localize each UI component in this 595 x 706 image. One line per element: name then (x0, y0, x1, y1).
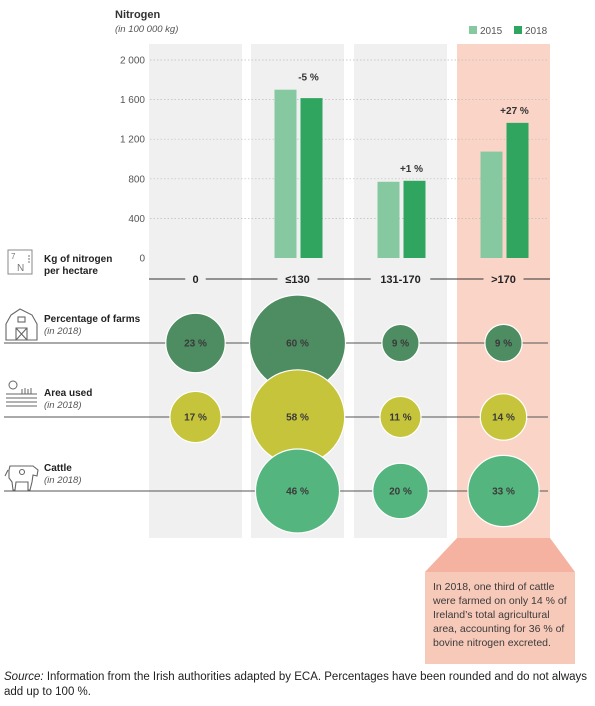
change-label-2: +1 % (400, 164, 423, 175)
category-label-bg-0 (185, 270, 206, 286)
row-sublabel-0: (in 2018) (44, 326, 82, 337)
bubble-label-2-2: 20 % (389, 487, 412, 498)
y-tick-label: 1 200 (120, 135, 145, 146)
legend-swatch-2015 (469, 26, 477, 34)
row-label-2: Cattle (44, 463, 72, 474)
bubble-label-1-0: 17 % (184, 413, 207, 424)
chart-subtitle: (in 100 000 kg) (115, 24, 178, 35)
bubble-label-0-0: 23 % (184, 339, 207, 350)
category-label-1: ≤130 (285, 274, 309, 286)
bar-2015-1 (274, 89, 297, 258)
legend-swatch-2018 (514, 26, 522, 34)
row-label-1: Area used (44, 388, 92, 399)
bubble-label-2-3: 33 % (492, 487, 515, 498)
bar-2018-1 (300, 98, 323, 259)
callout-box: In 2018, one third of cattle were farmed… (425, 572, 575, 664)
bubble-1-2 (379, 395, 422, 439)
source-note: Source: Information from the Irish autho… (4, 670, 592, 700)
category-label-bg-2 (370, 270, 431, 286)
column-shade-0 (149, 44, 242, 538)
row-sublabel-2: (in 2018) (44, 475, 82, 486)
bubble-0-2 (381, 323, 420, 363)
nitrogen-icon-symbol: N (17, 263, 24, 274)
bar-2018-3 (506, 122, 529, 259)
bubbles: 23 % 60 % 9 % 9 % 17 % 58 % 11 % 14 % 46 % 20 % 33… (165, 294, 540, 534)
barn-icon (5, 308, 38, 341)
column-shade-2 (354, 44, 447, 538)
bubble-label-2-1: 46 % (286, 487, 309, 498)
bubble-label-0-2: 9 % (392, 339, 409, 350)
bubble-2-1 (254, 448, 341, 534)
bubble-1-3 (479, 393, 528, 441)
chart-text: Nitrogen (in 100 000 kg) 2 000 1 600 1 200… (44, 9, 548, 486)
field-icon (6, 380, 37, 407)
y-tick-label: 0 (139, 254, 145, 265)
chart-title: Nitrogen (115, 9, 161, 21)
y-tick-label: 1 600 (120, 95, 145, 106)
x-axis-title-line2: per hectare (44, 266, 98, 277)
legend-label-2018: 2018 (525, 26, 548, 37)
y-tick-label: 400 (128, 214, 145, 225)
category-label-2: 131-170 (380, 274, 420, 286)
y-tick-label: 2 000 (120, 56, 145, 67)
bar-2018-2 (403, 180, 426, 258)
callout-pointer (425, 538, 575, 572)
nitrogen-element-icon: 7 N (7, 249, 33, 275)
cow-icon (4, 465, 39, 491)
row-icons: 7 N (4, 249, 39, 491)
row-label-0: Percentage of farms (44, 314, 141, 325)
bubble-0-0 (165, 312, 226, 374)
bars (274, 89, 529, 259)
change-label-1: -5 % (298, 73, 319, 84)
bubble-label-1-1: 58 % (286, 413, 309, 424)
category-label-3: >170 (491, 274, 516, 286)
category-label-0: 0 (192, 274, 198, 286)
nitrogen-icon-number: 7 (11, 252, 16, 261)
bubble-2-2 (372, 462, 429, 520)
bar-2015-3 (480, 151, 503, 258)
legend-label-2015: 2015 (480, 26, 503, 37)
change-label-3: +27 % (500, 106, 529, 117)
category-label-bg-3 (483, 270, 524, 286)
y-tick-label: 800 (128, 174, 145, 185)
row-sublabel-1: (in 2018) (44, 400, 82, 411)
source-text: Information from the Irish authorities a… (4, 671, 588, 698)
bubble-label-1-3: 14 % (492, 413, 515, 424)
bubble-0-3 (484, 323, 523, 363)
bubble-label-1-2: 11 % (389, 413, 411, 424)
source-prefix: Source: (4, 671, 44, 683)
bubble-1-0 (169, 390, 222, 444)
bubble-2-3 (467, 454, 540, 528)
bubble-label-0-3: 9 % (495, 339, 512, 350)
column-backgrounds (149, 44, 575, 572)
category-label-bg-1 (277, 270, 318, 286)
x-axis-title-line1: Kg of nitrogen (44, 254, 112, 265)
bubble-label-0-1: 60 % (286, 339, 309, 350)
bar-2015-2 (377, 181, 400, 258)
